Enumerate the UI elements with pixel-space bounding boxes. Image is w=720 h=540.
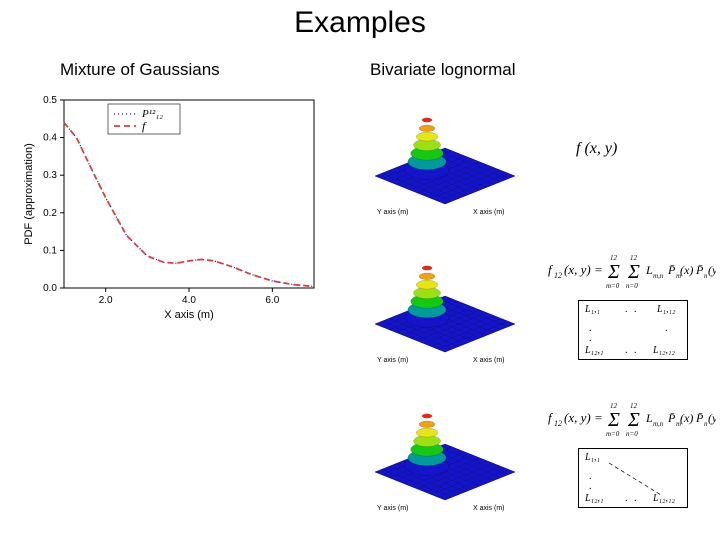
svg-text:n=0: n=0 (626, 430, 638, 438)
svg-text:Σ: Σ (627, 409, 640, 431)
svg-text:m,n: m,n (653, 272, 664, 280)
surface-plot-1: X axis (m) Y axis (m) (350, 88, 540, 218)
svg-text:Σ: Σ (627, 261, 640, 283)
svg-text:0.3: 0.3 (43, 170, 57, 181)
surface-plot-2: X axis (m) Y axis (m) (350, 236, 540, 366)
svg-text:PDF (approximation): PDF (approximation) (23, 143, 35, 244)
left-column-label: Mixture of Gaussians (60, 60, 220, 80)
svg-text:2.0: 2.0 (99, 295, 113, 306)
svg-text:P̄: P̄ (695, 411, 704, 425)
matrix2-dots-l2: . (589, 481, 594, 492)
mixture-pdf-chart: 0.0 0.1 0.2 0.3 0.4 0.5 2.0 4.0 6.0 X axis (m) PDF… (20, 92, 320, 322)
svg-text:12: 12 (554, 271, 562, 280)
svg-text:P̄: P̄ (695, 263, 704, 277)
svg-text:m=0: m=0 (606, 430, 620, 438)
svg-text:X axis (m): X axis (m) (473, 505, 505, 512)
svg-text:P̄: P̄ (667, 263, 676, 277)
svg-text:X axis (m): X axis (m) (473, 209, 505, 216)
right-column-label: Bivariate lognormal (370, 60, 516, 80)
svg-text:m=0: m=0 (606, 282, 620, 290)
svg-text:Y axis (m): Y axis (m) (377, 357, 408, 364)
matrix-br: L₁₂,₁₂ (653, 345, 675, 356)
svg-text:Y axis (m): Y axis (m) (377, 505, 408, 512)
svg-text:0.5: 0.5 (43, 95, 57, 106)
matrix2-dots-bot: . . (625, 493, 639, 504)
matrix-tr: L₁,₁₂ (657, 304, 676, 315)
svg-text:Y axis (m): Y axis (m) (377, 209, 408, 216)
svg-text:n=0: n=0 (626, 282, 638, 290)
matrix2-br: L₁₂,₁₂ (653, 493, 675, 504)
svg-text:(y): (y) (708, 263, 716, 277)
svg-text:X axis (m): X axis (m) (473, 357, 505, 364)
formula-series-2: f12(x, y) =12Σm=012Σn=0Lm,nP̄m(x)P̄n(y) (548, 398, 718, 445)
formula-series-1: f12(x, y) =12Σm=012Σn=0Lm,nP̄m(x)P̄n(y) (548, 250, 718, 297)
matrix-box-diagonal: L₁,₁ . . L₁₂,₁ . . L₁₂,₁₂ (578, 448, 688, 508)
matrix-box-full: L₁,₁ . . L₁,₁₂ . . . L₁₂,₁ . . L₁₂,₁₂ (578, 300, 688, 360)
svg-text:(x, y) =: (x, y) = (564, 262, 603, 277)
matrix2-bl: L₁₂,₁ (585, 493, 604, 504)
svg-text:Σ: Σ (607, 261, 620, 283)
svg-text:(x): (x) (680, 263, 693, 277)
svg-text:0.4: 0.4 (43, 133, 57, 144)
matrix-dots-r: . (665, 323, 670, 334)
svg-text:0.0: 0.0 (43, 283, 57, 294)
svg-text:0.1: 0.1 (43, 245, 57, 256)
svg-text:m,n: m,n (653, 420, 664, 428)
svg-text:12: 12 (554, 419, 562, 428)
matrix-dots-top: . . (625, 304, 639, 315)
surface-plot-3: X axis (m) Y axis (m) (350, 384, 540, 514)
matrix-bl: L₁₂,₁ (585, 345, 604, 356)
svg-text:(x): (x) (680, 411, 693, 425)
matrix-dots-l2: . (589, 333, 594, 344)
formula-fxy: f (x, y) (576, 140, 617, 158)
svg-text:6.0: 6.0 (265, 295, 279, 306)
slide-title: Examples (0, 6, 720, 40)
svg-text:L: L (645, 411, 653, 425)
svg-text:L: L (645, 263, 653, 277)
svg-text:X axis (m): X axis (m) (164, 309, 214, 321)
matrix-dots-bot: . . (625, 345, 639, 356)
svg-text:Σ: Σ (607, 409, 620, 431)
matrix-tl: L₁,₁ (585, 304, 600, 315)
svg-text:P̄: P̄ (667, 411, 676, 425)
svg-text:(x, y) =: (x, y) = (564, 410, 603, 425)
svg-text:(y): (y) (708, 411, 716, 425)
svg-text:4.0: 4.0 (182, 295, 196, 306)
svg-text:0.2: 0.2 (43, 208, 57, 219)
